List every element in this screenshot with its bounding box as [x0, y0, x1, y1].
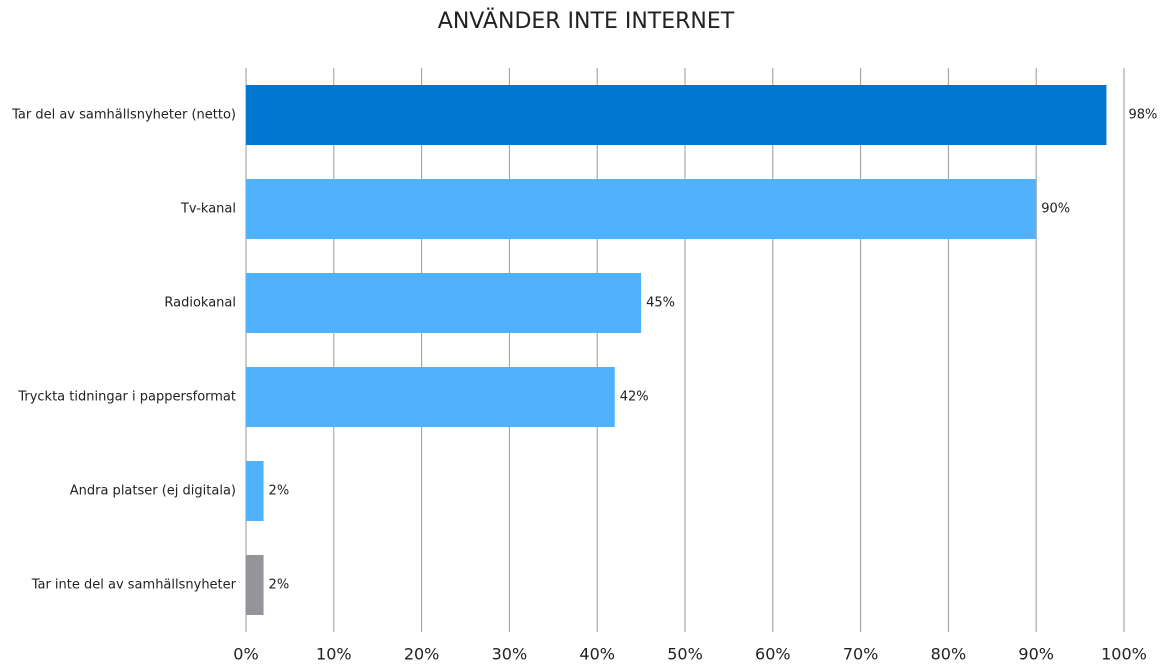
bar: [246, 85, 1107, 145]
value-label: 98%: [1128, 108, 1157, 123]
x-tick-label: 20%: [404, 645, 440, 664]
bar: [246, 367, 615, 427]
value-label: 42%: [620, 390, 649, 405]
x-tick-label: 90%: [1018, 645, 1054, 664]
y-tick-label: Radiokanal: [164, 296, 236, 311]
x-tick-label: 70%: [843, 645, 879, 664]
x-tick-label: 60%: [755, 645, 791, 664]
bar: [246, 179, 1037, 239]
x-tick-label: 10%: [316, 645, 352, 664]
chart-title: ANVÄNDER INTE INTERNET: [438, 8, 735, 34]
x-tick-label: 80%: [931, 645, 967, 664]
y-tick-label: Tar del av samhällsnyheter (netto): [11, 108, 236, 123]
y-tick-label: Tv-kanal: [180, 202, 236, 217]
value-label: 2%: [269, 578, 290, 593]
y-tick-label: Andra platser (ej digitala): [70, 484, 236, 499]
x-tick-label: 0%: [233, 645, 258, 664]
x-tick-label: 50%: [667, 645, 703, 664]
value-label: 90%: [1041, 202, 1070, 217]
y-tick-label: Tryckta tidningar i pappersformat: [17, 390, 236, 405]
bar: [246, 555, 264, 615]
value-label: 2%: [269, 484, 290, 499]
x-tick-label: 100%: [1101, 645, 1147, 664]
bar: [246, 461, 264, 521]
y-tick-label: Tar inte del av samhällsnyheter: [31, 578, 237, 593]
value-label: 45%: [646, 296, 675, 311]
x-tick-label: 40%: [579, 645, 615, 664]
x-tick-label: 30%: [492, 645, 528, 664]
bar: [246, 273, 642, 333]
